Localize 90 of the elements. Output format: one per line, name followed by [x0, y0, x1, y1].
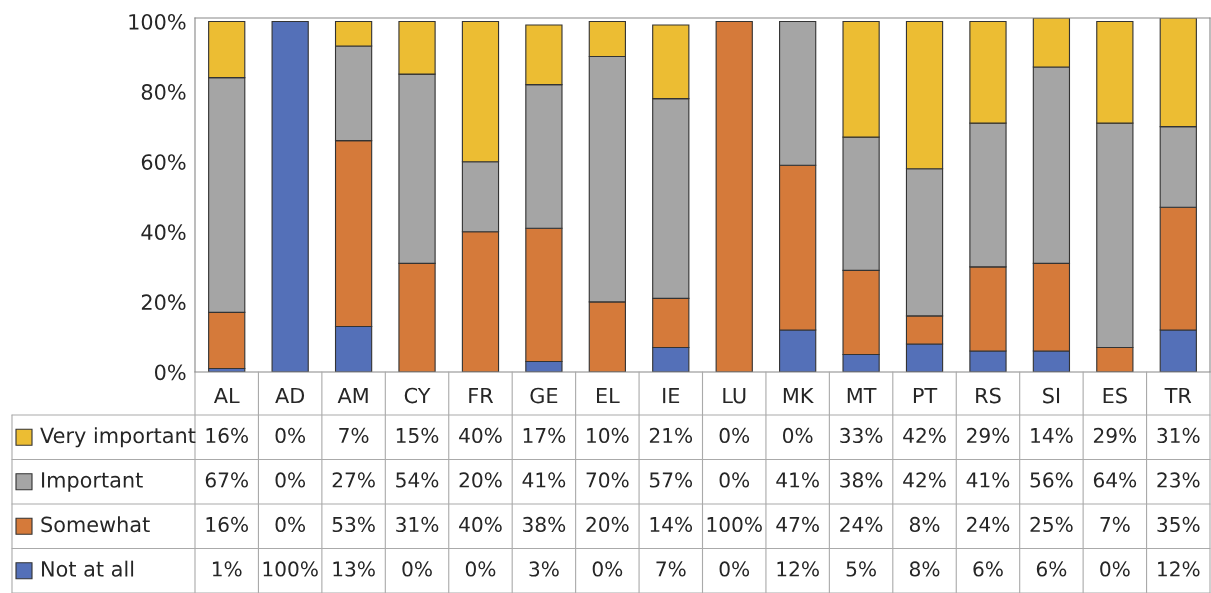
data-label: 41%: [522, 472, 566, 488]
data-label: 33%: [840, 427, 883, 444]
data-label: 12%: [777, 561, 819, 577]
data-label: 0%: [592, 561, 623, 577]
data-label: 6%: [1036, 561, 1067, 577]
legend-label: Very important: [40, 427, 196, 448]
data-label: 14%: [650, 516, 693, 533]
data-label: 57%: [649, 472, 693, 488]
data-label: 24%: [840, 516, 883, 533]
data-label: 40%: [459, 516, 502, 533]
y-tick-label: 40%: [141, 224, 186, 241]
x-tick-label: MK: [783, 387, 814, 404]
x-tick-label: EL: [597, 387, 620, 404]
x-tick-label: ES: [1103, 387, 1127, 404]
x-tick-label: AM: [337, 387, 368, 404]
data-label: 0%: [1100, 561, 1130, 577]
legend-label: Not at all: [42, 560, 134, 577]
data-label: 0%: [275, 427, 306, 444]
data-label: 21%: [649, 427, 693, 444]
data-label: 41%: [776, 472, 819, 488]
x-tick-label: RS: [976, 387, 1001, 404]
data-label: 20%: [586, 516, 629, 533]
x-tick-label: PT: [913, 387, 938, 404]
data-label: 7%: [656, 561, 686, 577]
data-label: 38%: [523, 516, 566, 533]
legend-label: Somewhat: [41, 516, 150, 533]
data-label: 27%: [332, 472, 375, 488]
data-label: 54%: [396, 472, 439, 488]
data-label: 38%: [840, 472, 883, 488]
data-label: 42%: [903, 472, 946, 488]
data-label: 25%: [1030, 516, 1073, 533]
data-label: 56%: [1030, 472, 1073, 488]
data-label: 5%: [846, 561, 876, 577]
x-tick-label: CY: [404, 387, 431, 404]
legend-label: Important: [42, 472, 143, 492]
data-label: 20%: [459, 472, 502, 488]
data-label: 14%: [1031, 427, 1073, 444]
data-label: 16%: [206, 516, 248, 533]
data-label: 100%: [707, 516, 762, 533]
data-label: 1%: [212, 561, 242, 577]
data-label: 16%: [206, 427, 248, 444]
data-label: 0%: [719, 561, 750, 577]
y-tick-label: 60%: [141, 154, 186, 170]
data-label: 67%: [205, 472, 248, 488]
data-label: 15%: [396, 427, 439, 444]
x-tick-label: FR: [469, 387, 494, 404]
data-label: 0%: [465, 561, 496, 577]
data-label: 53%: [332, 516, 375, 533]
y-tick-label: 80%: [141, 84, 186, 100]
data-label: 0%: [719, 472, 750, 488]
data-label: 6%: [973, 561, 1003, 577]
y-tick-label: 20%: [141, 294, 186, 311]
y-tick-label: 100%: [129, 13, 186, 30]
data-label: 64%: [1093, 472, 1137, 488]
data-label: 31%: [1157, 427, 1200, 444]
data-label: 0%: [719, 427, 750, 444]
x-tick-label: AL: [213, 387, 240, 404]
data-label: 41%: [966, 472, 1010, 488]
data-label: 13%: [333, 561, 375, 577]
x-tick-label: TR: [1164, 387, 1192, 404]
data-label: 35%: [1157, 516, 1200, 533]
data-label: 29%: [1093, 427, 1137, 444]
data-label: 100%: [263, 561, 318, 577]
data-label: 8%: [909, 561, 940, 577]
x-tick-label: MT: [847, 387, 877, 404]
data-label: 0%: [275, 472, 306, 488]
data-label: 24%: [967, 516, 1010, 533]
data-label: 12%: [1158, 561, 1200, 577]
data-label: 10%: [587, 427, 629, 444]
x-tick-label: SI: [1043, 387, 1060, 404]
y-tick-label: 0%: [154, 364, 186, 381]
data-label: 47%: [776, 516, 819, 533]
data-label: 0%: [402, 561, 432, 577]
data-label: 29%: [967, 427, 1010, 444]
data-label: 31%: [396, 516, 439, 533]
data-label: 0%: [275, 516, 306, 533]
data-label: 70%: [586, 472, 629, 488]
x-tick-label: AD: [275, 387, 305, 404]
data-label: 40%: [459, 427, 502, 444]
data-label: 3%: [529, 561, 559, 577]
x-tick-label: IE: [663, 387, 680, 404]
data-label: 23%: [1157, 472, 1200, 488]
x-tick-label: LU: [723, 387, 746, 404]
data-label: 17%: [523, 427, 566, 444]
x-tick-label: GE: [530, 387, 558, 404]
data-label: 7%: [339, 427, 369, 444]
data-label: 0%: [783, 427, 813, 444]
data-label: 8%: [909, 516, 940, 533]
data-label: 42%: [903, 427, 946, 444]
data-label: 7%: [1100, 516, 1130, 533]
